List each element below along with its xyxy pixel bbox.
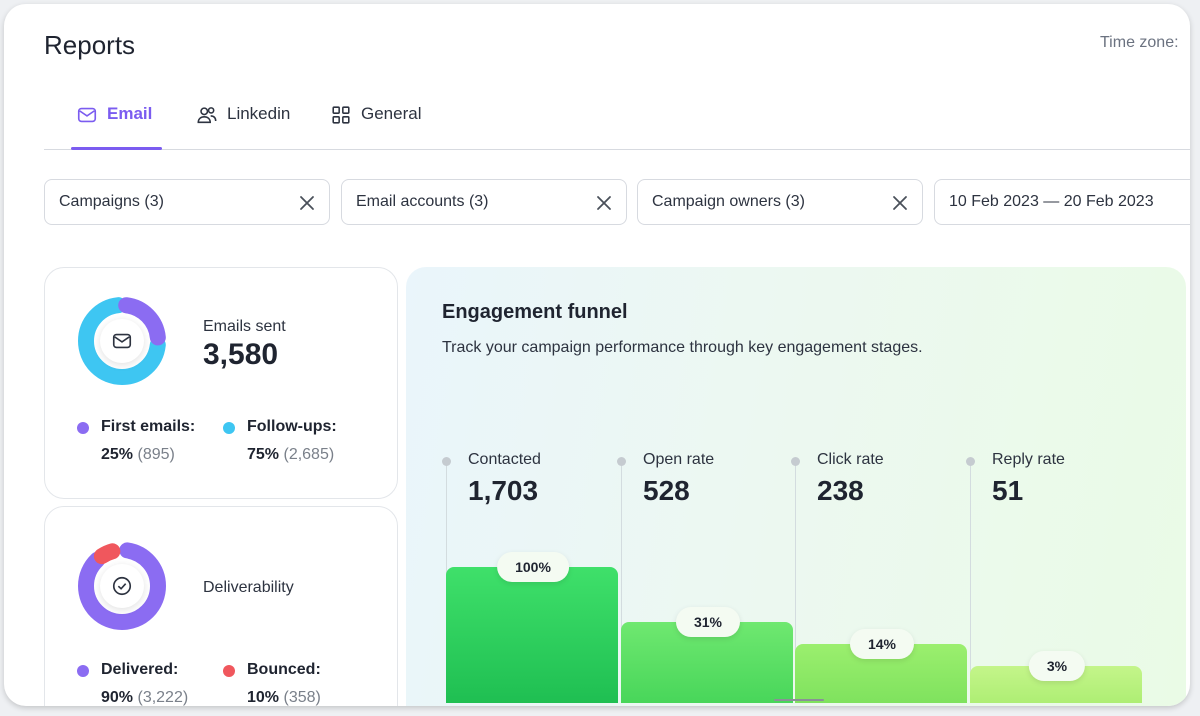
- stage-label-open-rate: Open rate: [643, 451, 715, 468]
- stage-divider: [621, 463, 622, 703]
- stage-label-contacted: Contacted: [468, 451, 541, 468]
- email-accounts-filter[interactable]: Email accounts (3): [341, 179, 627, 225]
- people-icon: [197, 107, 217, 124]
- delivered-value: 90% (3,222): [101, 689, 189, 706]
- date-range-label: 10 Feb 2023 — 20 Feb 2023: [949, 193, 1154, 210]
- active-tab-indicator: [71, 147, 162, 150]
- funnel-bar-contacted: [446, 567, 618, 703]
- stage-dot: [791, 457, 800, 466]
- reports-window: Reports Time zone: Email Linkedin: [4, 4, 1190, 706]
- tab-linkedin-label: Linkedin: [227, 104, 291, 123]
- campaign-owners-filter-label: Campaign owners (3): [652, 193, 805, 210]
- funnel-pct-reply-rate: 3%: [1028, 651, 1086, 682]
- emails-sent-card: Emails sent 3,580 First emails: 25% (895…: [44, 267, 398, 499]
- stage-divider: [970, 463, 971, 703]
- campaign-owners-filter[interactable]: Campaign owners (3): [637, 179, 923, 225]
- deliverability-donut: [77, 541, 167, 631]
- emails-sent-value: 3,580: [203, 338, 279, 371]
- first-emails-arc: [78, 297, 166, 385]
- tab-general-label: General: [361, 104, 422, 123]
- scroll-handle[interactable]: [774, 699, 824, 701]
- donut-center: [100, 564, 144, 608]
- funnel-pct-contacted: 100%: [497, 552, 569, 582]
- tab-linkedin[interactable]: Linkedin: [196, 94, 290, 150]
- page-title: Reports: [44, 30, 136, 60]
- bounced-value: 10% (358): [247, 689, 321, 706]
- timezone-label[interactable]: Time zone:: [1100, 34, 1179, 51]
- stage-dot: [966, 457, 975, 466]
- stage-dot: [442, 457, 451, 466]
- bounced-label: Bounced:: [247, 661, 321, 678]
- stage-value-reply-rate: 51: [992, 475, 1024, 506]
- campaigns-filter[interactable]: Campaigns (3): [44, 179, 330, 225]
- first-emails-dot: [77, 422, 89, 434]
- tab-general[interactable]: General: [330, 94, 421, 150]
- first-emails-value: 25% (895): [101, 446, 175, 463]
- stage-label-reply-rate: Reply rate: [992, 451, 1065, 468]
- emails-sent-label: Emails sent: [203, 318, 286, 335]
- deliverability-label: Deliverability: [203, 579, 294, 596]
- mail-icon: [77, 107, 97, 123]
- deliverability-card: Deliverability Delivered: 90% (3,222) Bo…: [44, 506, 398, 706]
- close-icon[interactable]: [297, 193, 317, 213]
- tab-email-label: Email: [107, 104, 153, 123]
- campaigns-filter-label: Campaigns (3): [59, 193, 164, 210]
- follow-ups-value: 75% (2,685): [247, 446, 335, 463]
- stage-divider: [795, 463, 796, 703]
- close-icon[interactable]: [594, 193, 614, 213]
- delivered-dot: [77, 665, 89, 677]
- email-accounts-filter-label: Email accounts (3): [356, 193, 489, 210]
- donut-center: [100, 319, 144, 363]
- date-range-filter[interactable]: 10 Feb 2023 — 20 Feb 2023: [934, 179, 1190, 225]
- funnel-title: Engagement funnel: [442, 301, 628, 323]
- funnel-pct-click-rate: 14%: [849, 628, 915, 659]
- check-circle-icon: [112, 576, 132, 596]
- funnel-subtitle: Track your campaign performance through …: [442, 339, 923, 356]
- follow-ups-dot: [223, 422, 235, 434]
- mail-icon: [112, 333, 132, 349]
- stage-label-click-rate: Click rate: [817, 451, 884, 468]
- stage-value-open-rate: 528: [643, 475, 690, 506]
- tab-email[interactable]: Email: [76, 94, 152, 150]
- grid-icon: [332, 106, 350, 124]
- stage-dot: [617, 457, 626, 466]
- bounced-dot: [223, 665, 235, 677]
- funnel-pct-open-rate: 31%: [675, 607, 741, 638]
- delivered-arc: [78, 542, 166, 630]
- stage-value-contacted: 1,703: [468, 475, 539, 506]
- engagement-funnel-panel: Engagement funnel Track your campaign pe…: [406, 267, 1186, 706]
- report-tabs: Email Linkedin General: [44, 94, 1190, 150]
- first-emails-label: First emails:: [101, 418, 196, 435]
- emails-sent-donut: [77, 296, 167, 386]
- follow-ups-label: Follow-ups:: [247, 418, 337, 435]
- delivered-label: Delivered:: [101, 661, 179, 678]
- close-icon[interactable]: [890, 193, 910, 213]
- stage-value-click-rate: 238: [817, 475, 864, 506]
